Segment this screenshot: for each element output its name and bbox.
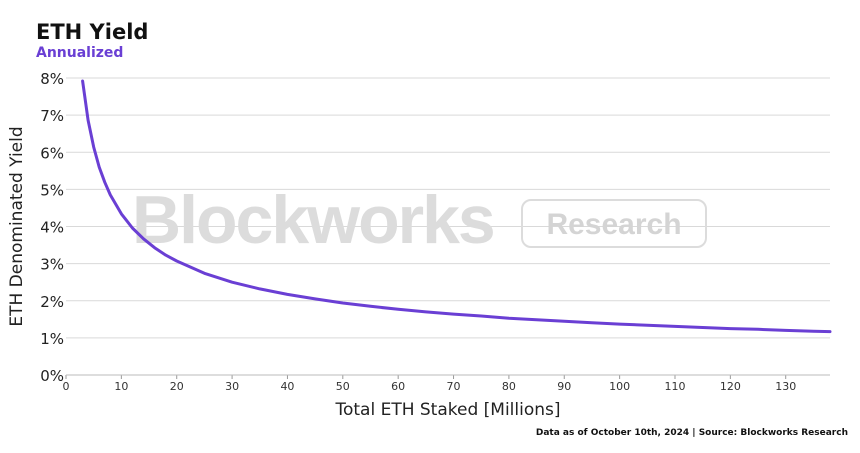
y-tick-label: 8% (40, 70, 64, 88)
x-axis-label: Total ETH Staked [Millions] (334, 400, 560, 420)
watermark-badge-frame (521, 199, 707, 248)
y-tick-label: 5% (40, 181, 64, 199)
source-footnote: Data as of October 10th, 2024 | Source: … (535, 428, 848, 438)
watermark-badge: Research (546, 208, 681, 241)
x-tick-label: 70 (447, 380, 461, 393)
watermark: Blockworks Research (132, 182, 707, 258)
x-tick-label: 0 (63, 380, 70, 393)
x-axis-ticks: 0 10 20 30 40 50 60 70 80 90 100 110 120 130 (63, 375, 796, 393)
y-tick-label: 0% (40, 367, 64, 385)
y-tick-label: 1% (40, 330, 64, 348)
y-axis-ticks: 0% 1% 2% 3% 4% 5% 6% 7% 8% (40, 70, 64, 385)
y-tick-label: 7% (40, 107, 64, 125)
chart-subtitle: Annualized (36, 45, 124, 61)
y-axis-label: ETH Denominated Yield (7, 126, 27, 326)
x-tick-label: 90 (557, 380, 571, 393)
yield-series-line (81, 79, 832, 334)
chart-title: ETH Yield (36, 20, 149, 44)
y-tick-label: 3% (40, 256, 64, 274)
x-tick-label: 20 (170, 380, 184, 393)
y-tick-label: 2% (40, 293, 64, 311)
x-tick-label: 80 (502, 380, 516, 393)
x-tick-label: 100 (609, 380, 630, 393)
x-tick-label: 110 (664, 380, 685, 393)
y-tick-label: 4% (40, 219, 64, 237)
watermark-brand: Blockworks (132, 182, 494, 258)
x-tick-label: 120 (720, 380, 741, 393)
x-tick-label: 60 (391, 380, 405, 393)
y-tick-label: 6% (40, 144, 64, 162)
x-tick-label: 50 (336, 380, 350, 393)
x-tick-label: 130 (775, 380, 796, 393)
x-tick-label: 30 (225, 380, 239, 393)
x-tick-label: 10 (114, 380, 128, 393)
x-tick-label: 40 (280, 380, 294, 393)
gridlines (66, 77, 830, 339)
